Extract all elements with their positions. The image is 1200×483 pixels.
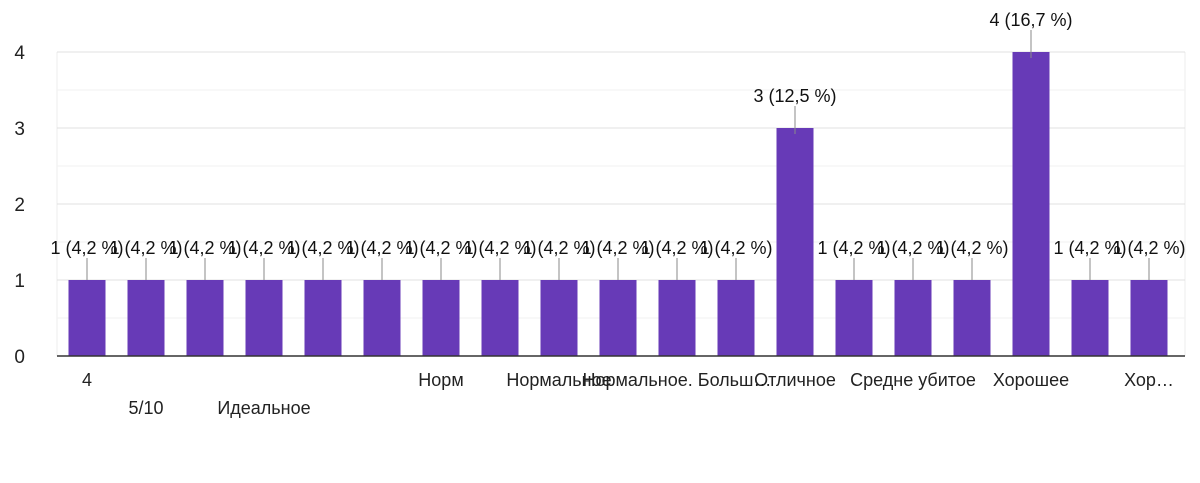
bar [363, 280, 401, 356]
category-label: Нормальное [506, 370, 611, 390]
bar [245, 280, 283, 356]
bar [304, 280, 342, 356]
y-tick-label: 3 [14, 119, 25, 140]
data-label: 1 (4,2 %) [876, 238, 949, 258]
data-labels: 1 (4,2 %)1 (4,2 %)1 (4,2 %)1 (4,2 %)1 (4… [50, 10, 1185, 258]
bar [894, 280, 932, 356]
bar [1130, 280, 1168, 356]
data-label: 1 (4,2 %) [522, 238, 595, 258]
bar [68, 280, 106, 356]
bar [186, 280, 224, 356]
data-label: 1 (4,2 %) [581, 238, 654, 258]
bar [481, 280, 519, 356]
data-label: 1 (4,2 %) [168, 238, 241, 258]
category-label: 5/10 [128, 398, 163, 418]
data-label: 1 (4,2 %) [817, 238, 890, 258]
bar [599, 280, 637, 356]
data-label: 1 (4,2 %) [1053, 238, 1126, 258]
bar [717, 280, 755, 356]
category-labels: 4 5/10 Идеальное Норм НормальноеНормальное. … [82, 370, 1174, 418]
data-label: 1 (4,2 %) [1112, 238, 1185, 258]
data-label-leaders [86, 30, 1150, 280]
category-label: Нормальное. Больш… [583, 370, 772, 390]
y-axis-ticks: 0 1 2 3 4 [14, 43, 25, 368]
bar [835, 280, 873, 356]
bar [953, 280, 991, 356]
bar [658, 280, 696, 356]
category-label: Идеальное [217, 398, 310, 418]
bar [422, 280, 460, 356]
data-label: 1 (4,2 %) [699, 238, 772, 258]
data-label: 1 (4,2 %) [404, 238, 477, 258]
grid-lines [56, 51, 1186, 356]
data-label: 1 (4,2 %) [463, 238, 536, 258]
y-tick-label: 4 [14, 43, 25, 64]
bar [1012, 52, 1050, 356]
data-label: 1 (4,2 %) [50, 238, 123, 258]
bar [127, 280, 165, 356]
data-label: 1 (4,2 %) [227, 238, 300, 258]
category-label: 4 [82, 370, 92, 390]
bar [776, 128, 814, 356]
category-label: Отличное [754, 370, 836, 390]
category-label: Норм [418, 370, 463, 390]
y-tick-label: 0 [14, 347, 25, 368]
data-label: 1 (4,2 %) [935, 238, 1008, 258]
data-label: 4 (16,7 %) [989, 10, 1072, 30]
bar [540, 280, 578, 356]
y-tick-label: 2 [14, 195, 25, 216]
category-label: Хор… [1124, 370, 1174, 390]
data-label: 1 (4,2 %) [345, 238, 418, 258]
data-label: 1 (4,2 %) [286, 238, 359, 258]
bar [1071, 280, 1109, 356]
y-tick-label: 1 [14, 271, 25, 292]
category-label: Хорошее [993, 370, 1069, 390]
data-label: 3 (12,5 %) [753, 86, 836, 106]
data-label: 1 (4,2 %) [109, 238, 182, 258]
bars [68, 52, 1168, 356]
data-label: 1 (4,2 %) [640, 238, 713, 258]
category-label: Средне убитое [850, 370, 976, 390]
